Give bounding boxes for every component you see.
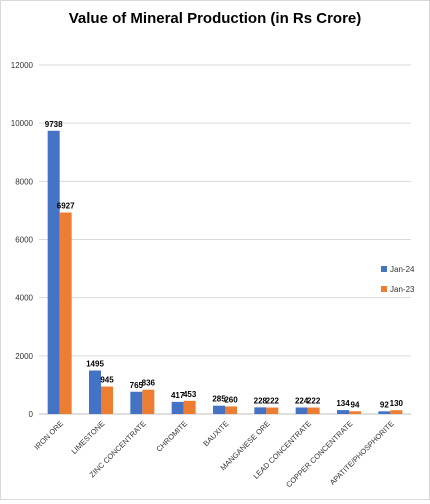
bar [378,411,391,414]
y-axis: 0 2000 4000 6000 8000 10000 12000 [11,61,34,419]
data-label: 134 [336,399,350,408]
data-label: 228 [254,396,268,405]
bar [101,386,113,414]
bar [213,405,225,414]
bar [89,370,101,414]
bar [171,401,184,414]
legend-swatch [381,286,387,292]
bar [266,407,279,414]
bar [183,400,196,414]
data-label: 765 [130,381,144,390]
legend-label: Jan-24 [390,265,415,274]
bar [254,407,267,414]
data-label: 222 [307,397,321,406]
data-label: 285 [212,395,226,404]
bar [337,410,349,414]
chart-title: Value of Mineral Production (in Rs Crore… [69,10,362,27]
y-tick-label: 2000 [15,352,33,361]
data-label: 94 [351,400,360,409]
y-tick-label: 10000 [11,119,34,128]
bar [59,212,72,414]
gridlines [39,64,411,415]
data-label: 260 [224,395,238,404]
data-label: 945 [100,376,114,385]
x-tick-label: CHROMITE [154,419,189,454]
data-label: 836 [142,379,156,388]
y-tick-label: 4000 [15,294,33,303]
x-tick-label: LIMESTONE [69,419,106,456]
data-label: 9738 [45,120,63,129]
bar [142,389,155,414]
data-label: 453 [183,390,197,399]
bar [225,406,237,414]
data-label: 222 [266,397,280,406]
legend: Jan-24 Jan-23 [381,265,415,294]
bar [390,410,403,414]
bar [130,391,143,414]
bars [47,130,403,414]
x-tick-label: IRON ORE [32,419,65,452]
data-label: 6927 [57,202,75,211]
legend-label: Jan-23 [390,285,415,294]
y-tick-label: 6000 [15,236,33,245]
y-tick-label: 12000 [11,61,34,70]
bar [47,130,60,414]
data-label: 224 [295,396,309,405]
y-tick-label: 8000 [15,177,33,186]
y-tick-label: 0 [29,410,34,419]
legend-swatch [381,266,387,272]
bar [349,411,361,414]
data-label: 92 [380,400,389,409]
bar [295,407,308,414]
data-label: 417 [171,391,185,400]
data-label: 130 [390,399,404,408]
bar [307,407,320,414]
x-tick-label: BAUXITE [201,419,230,448]
x-tick-label: COPPER CONCENTRATE [284,419,354,489]
data-label: 1495 [86,360,104,369]
